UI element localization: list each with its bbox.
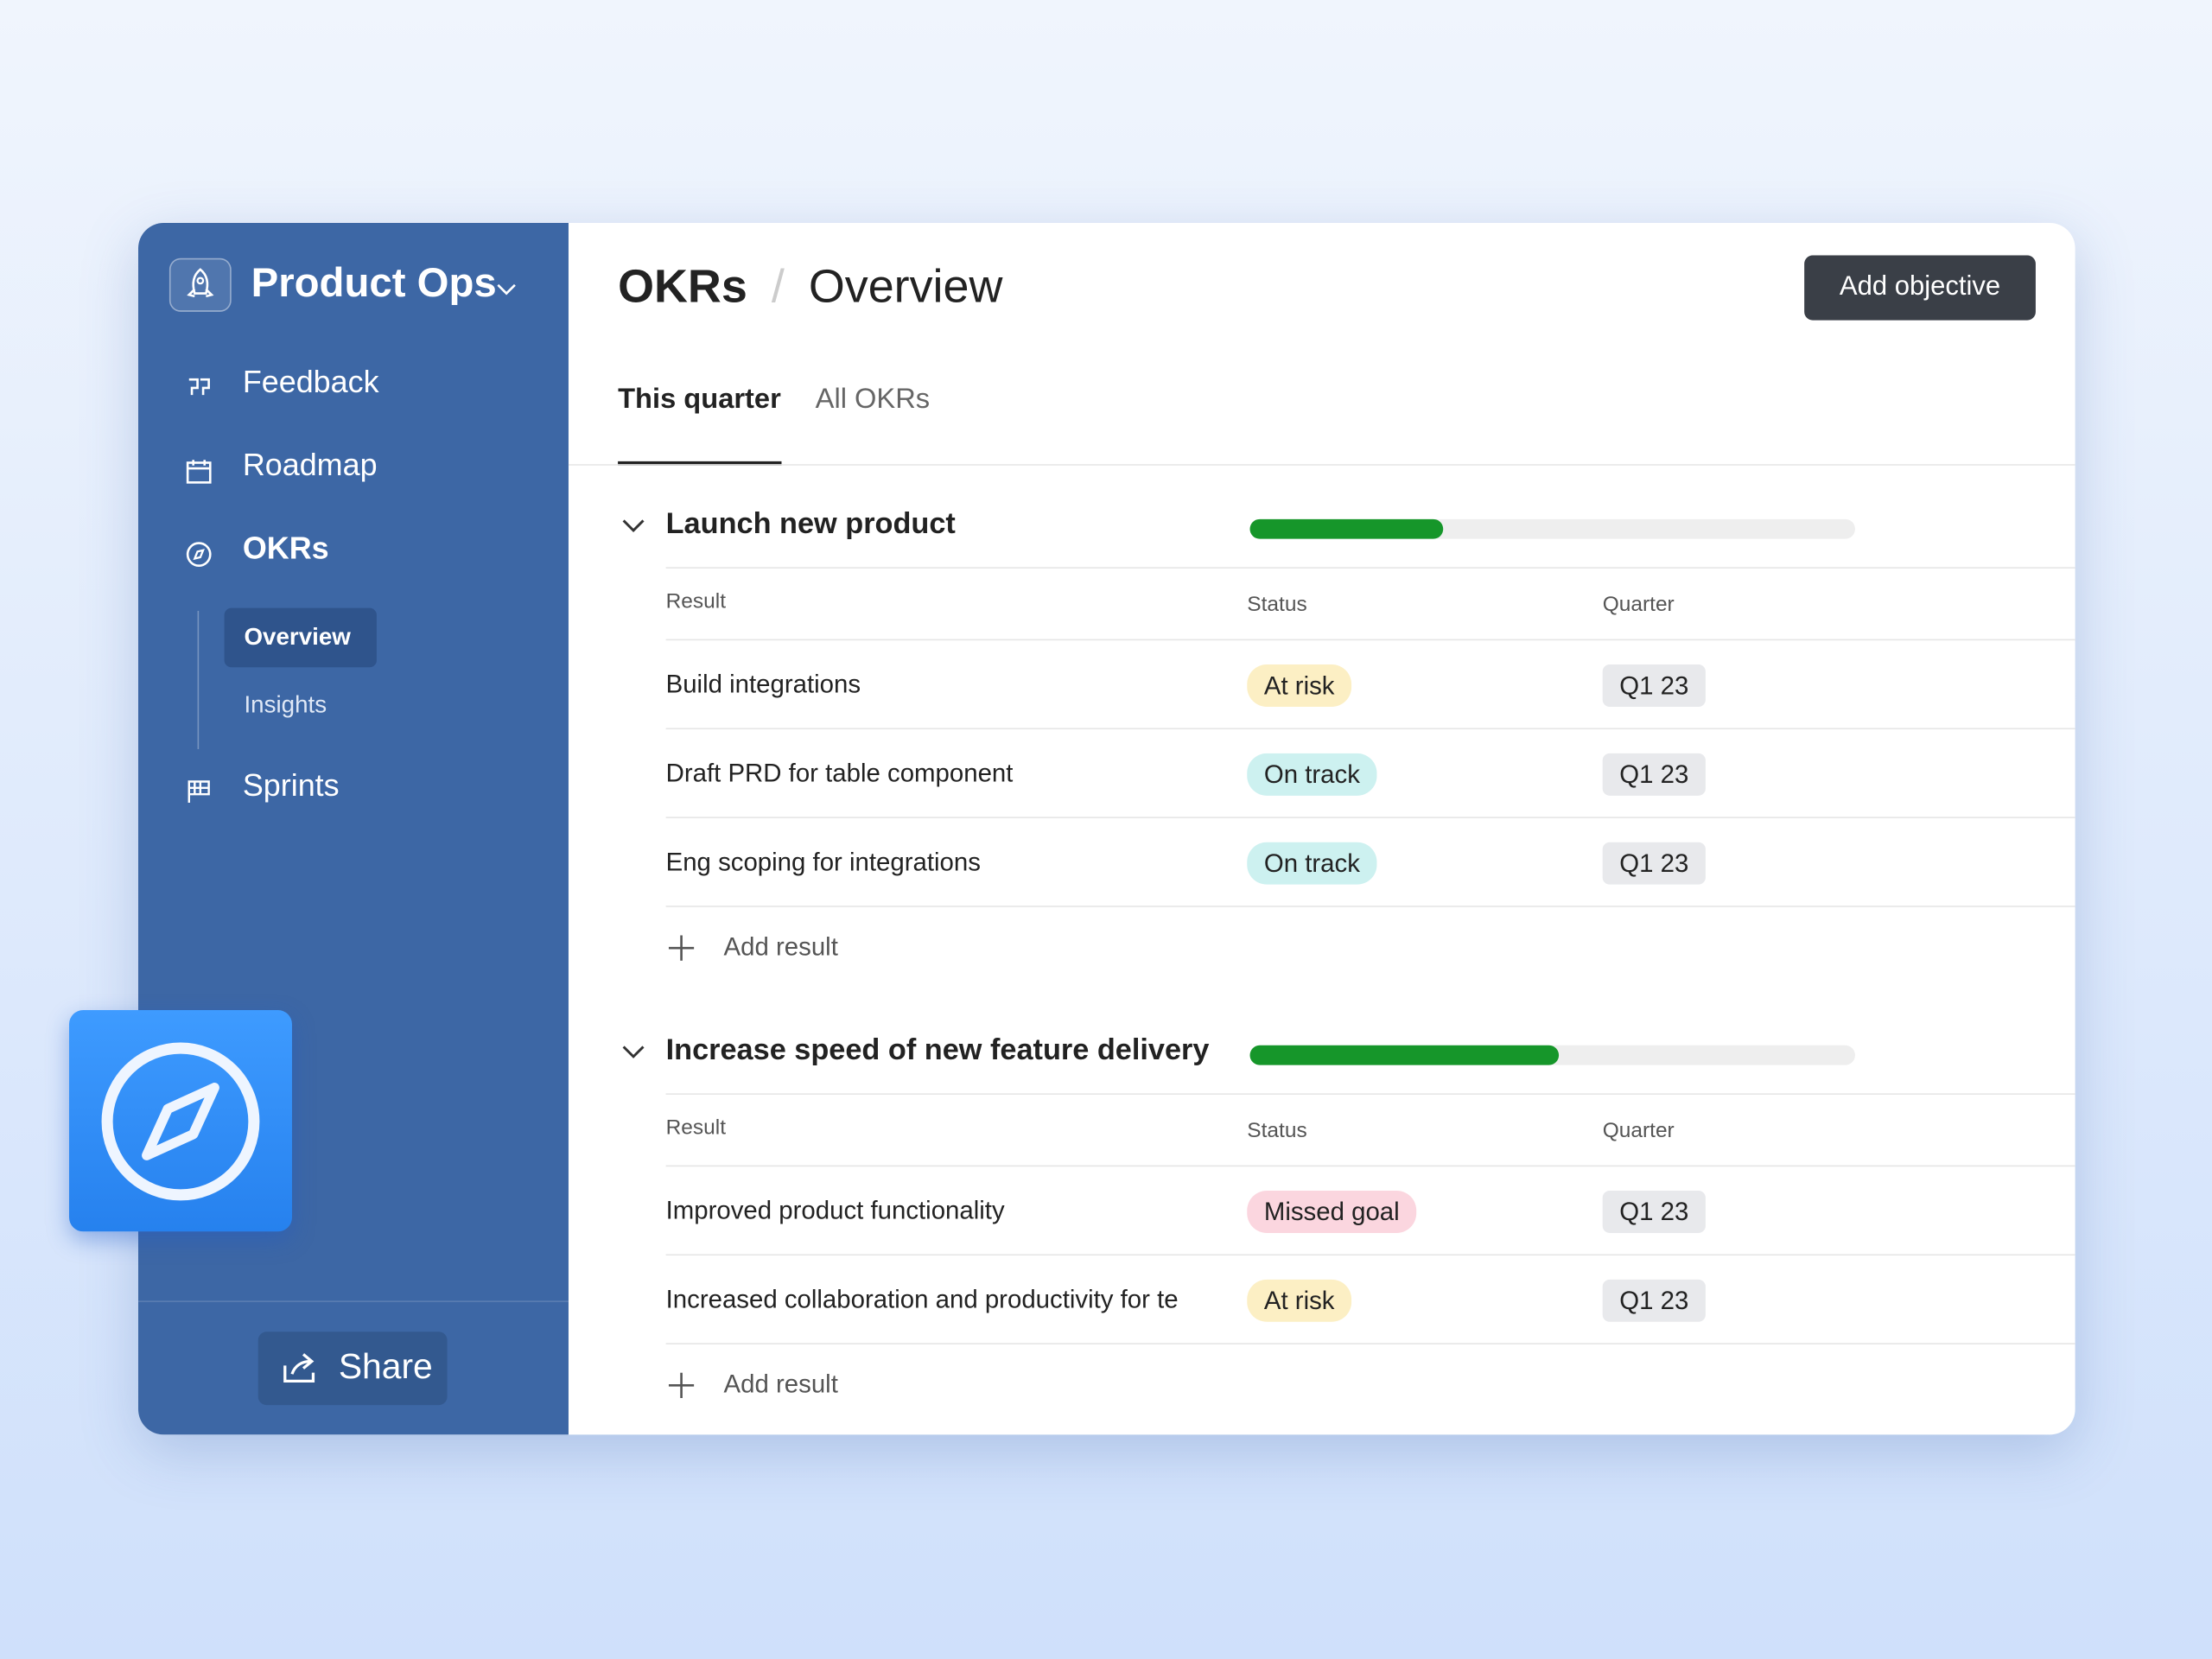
share-button[interactable]: Share bbox=[257, 1332, 448, 1406]
objective-title[interactable]: Increase speed of new feature delivery bbox=[665, 1033, 1210, 1067]
nav-subitem[interactable]: Overview bbox=[244, 623, 351, 651]
objective-title[interactable]: Launch new product bbox=[665, 507, 956, 541]
nav-icon bbox=[185, 457, 213, 486]
breadcrumb-separator: / bbox=[771, 259, 785, 312]
workspace-icon bbox=[168, 257, 232, 312]
result-name[interactable]: Increased collaboration and productivity… bbox=[665, 1285, 1179, 1313]
divider bbox=[138, 1300, 569, 1302]
tab[interactable]: This quarter bbox=[618, 384, 781, 415]
row-divider bbox=[665, 1343, 2075, 1344]
column-header: Quarter bbox=[1602, 592, 1675, 617]
collapse-toggle[interactable] bbox=[620, 1043, 645, 1060]
app-window: Product Ops Feedback Roadmap OKRs Overview I… bbox=[138, 222, 2075, 1435]
row-divider bbox=[665, 1165, 2075, 1167]
sidebar: Product Ops Feedback Roadmap OKRs Overview I… bbox=[138, 222, 569, 1435]
row-divider bbox=[665, 639, 2075, 641]
nav-item[interactable]: Feedback bbox=[242, 364, 379, 400]
progress-bar bbox=[1249, 1045, 1559, 1065]
progress-bar bbox=[1249, 518, 1444, 539]
nav-icon bbox=[185, 540, 213, 569]
nav-subitem[interactable]: Insights bbox=[244, 690, 327, 719]
nav-active-bg bbox=[224, 607, 377, 668]
column-header: Status bbox=[1247, 1118, 1307, 1143]
workspace-name[interactable]: Product Ops bbox=[251, 261, 497, 307]
row-divider bbox=[665, 817, 2075, 818]
quarter-pill: Q1 23 bbox=[1602, 753, 1706, 796]
tab-underline bbox=[618, 461, 782, 466]
add-objective-button[interactable]: Add objective bbox=[1804, 255, 2036, 321]
row-divider bbox=[665, 728, 2075, 730]
tabs-divider bbox=[568, 464, 2075, 466]
add-icon[interactable] bbox=[668, 935, 695, 961]
nav-item[interactable]: Sprints bbox=[242, 767, 340, 803]
nav-item[interactable]: Roadmap bbox=[242, 447, 378, 483]
add-result[interactable]: Add result bbox=[723, 932, 838, 961]
nav-icon bbox=[185, 778, 213, 806]
quarter-pill: Q1 23 bbox=[1602, 1190, 1706, 1233]
quarter-pill: Q1 23 bbox=[1602, 1279, 1706, 1322]
row-divider bbox=[665, 1093, 2075, 1095]
result-name[interactable]: Build integrations bbox=[665, 670, 861, 699]
compass-tile bbox=[69, 1009, 292, 1232]
column-header: Status bbox=[1247, 592, 1307, 617]
row-divider bbox=[665, 567, 2075, 569]
status-pill[interactable]: On track bbox=[1247, 753, 1377, 796]
nav-item[interactable]: OKRs bbox=[242, 530, 329, 566]
status-pill[interactable]: Missed goal bbox=[1247, 1190, 1417, 1233]
add-result[interactable]: Add result bbox=[723, 1370, 838, 1398]
add-icon[interactable] bbox=[668, 1372, 695, 1398]
row-divider bbox=[665, 906, 2075, 907]
nav-icon bbox=[185, 374, 213, 403]
result-name[interactable]: Eng scoping for integrations bbox=[665, 848, 981, 876]
column-header: Result bbox=[665, 1116, 727, 1141]
nav-tree-line bbox=[197, 610, 200, 749]
tab[interactable]: All OKRs bbox=[815, 384, 931, 415]
quarter-pill: Q1 23 bbox=[1602, 842, 1706, 885]
collapse-toggle[interactable] bbox=[620, 517, 645, 534]
status-pill[interactable]: At risk bbox=[1247, 1279, 1352, 1322]
breadcrumb-item[interactable]: OKRs bbox=[618, 259, 747, 312]
status-pill[interactable]: At risk bbox=[1247, 664, 1352, 707]
result-name[interactable]: Improved product functionality bbox=[665, 1196, 1005, 1225]
share-icon bbox=[283, 1353, 315, 1382]
share-label: Share bbox=[338, 1347, 433, 1387]
quarter-pill: Q1 23 bbox=[1602, 664, 1706, 707]
row-divider bbox=[665, 1254, 2075, 1256]
status-pill[interactable]: On track bbox=[1247, 842, 1377, 885]
result-name[interactable]: Draft PRD for table component bbox=[665, 759, 1014, 788]
workspace-chevron[interactable] bbox=[497, 283, 517, 296]
breadcrumb: OKRs / Overview bbox=[618, 259, 1002, 313]
column-header: Quarter bbox=[1602, 1118, 1675, 1143]
breadcrumb-item: Overview bbox=[808, 259, 1003, 312]
column-header: Result bbox=[665, 589, 727, 614]
